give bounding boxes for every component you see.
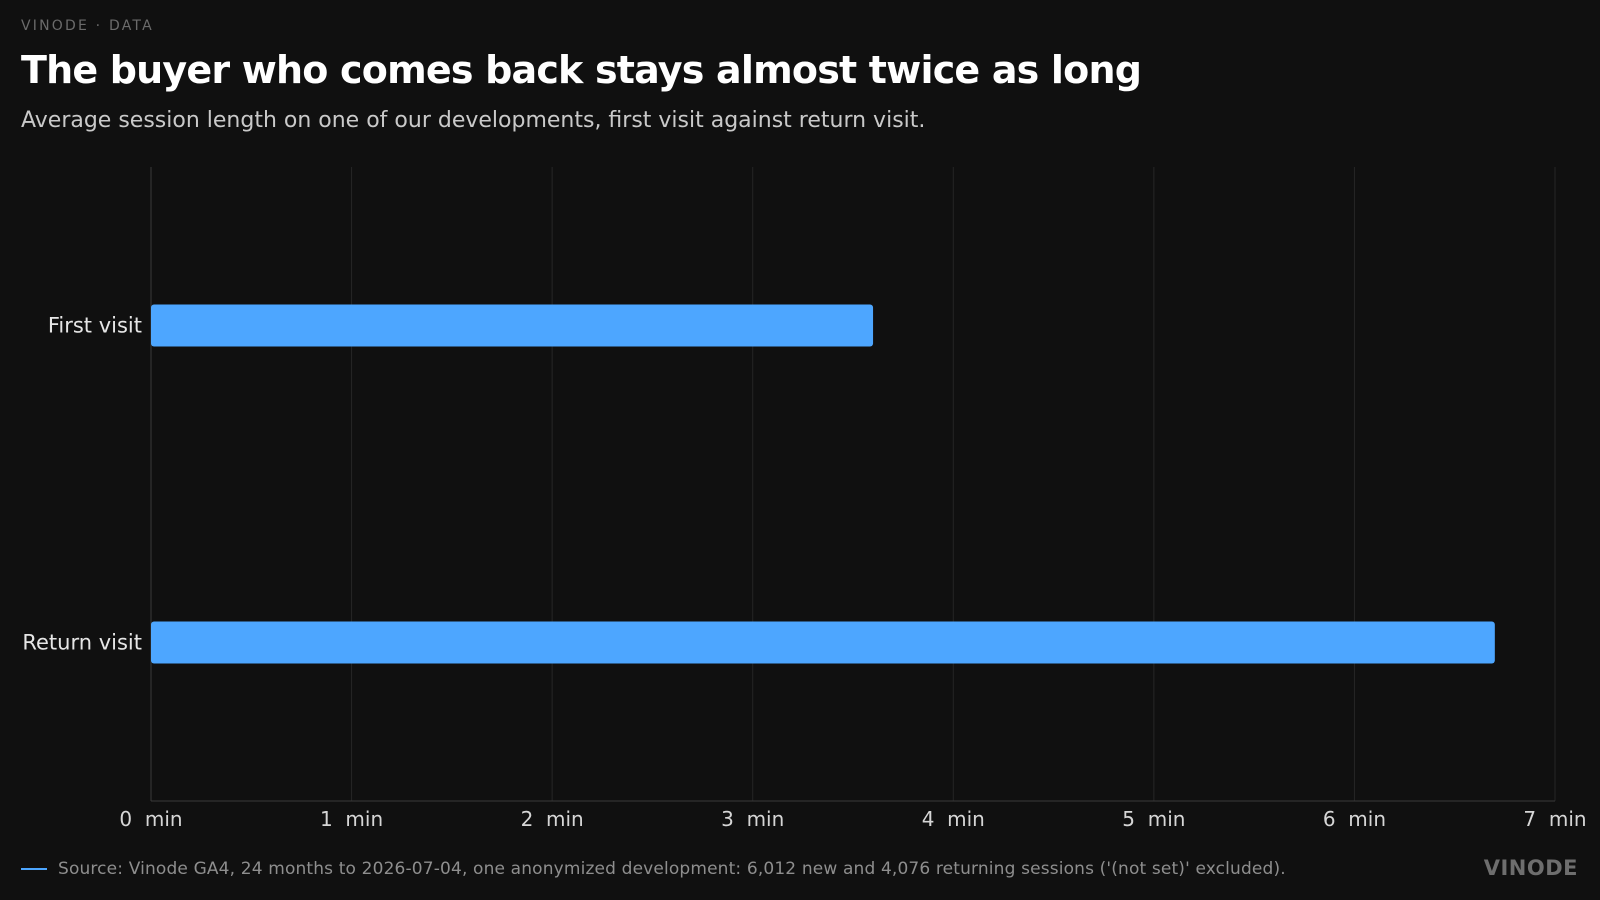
- x-tick-label: 3 min: [721, 807, 784, 831]
- category-label: Return visit: [22, 631, 142, 655]
- x-tick-label: 1 min: [320, 807, 383, 831]
- x-tick-label: 2 min: [521, 807, 584, 831]
- x-tick-label: 6 min: [1323, 807, 1386, 831]
- bar: [151, 621, 1495, 664]
- category-label: First visit: [48, 314, 142, 338]
- footer: Source: Vinode GA4, 24 months to 2026-07…: [21, 858, 1286, 880]
- x-tick-label: 4 min: [922, 807, 985, 831]
- kicker: VINODE · DATA: [21, 18, 154, 34]
- chart-title: The buyer who comes back stays almost tw…: [21, 48, 1142, 92]
- x-tick-label: 7 min: [1523, 807, 1586, 831]
- source-note: Source: Vinode GA4, 24 months to 2026-07…: [58, 859, 1286, 879]
- chart-subtitle: Average session length on one of our dev…: [21, 108, 926, 133]
- bar: [151, 304, 874, 347]
- source-marker: [21, 868, 47, 870]
- x-tick-label: 5 min: [1122, 807, 1185, 831]
- brand-logo: VINODE: [1483, 856, 1578, 880]
- x-tick-label: 0 min: [119, 807, 182, 831]
